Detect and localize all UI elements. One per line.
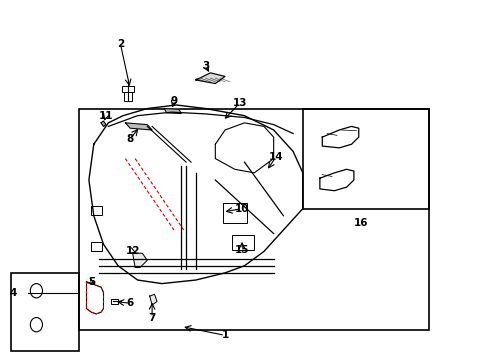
Bar	[302, 109, 428, 208]
Bar	[79, 109, 428, 330]
Bar	[123, 92, 131, 102]
Text: 8: 8	[126, 134, 134, 144]
Bar	[232, 235, 254, 249]
Text: 9: 9	[170, 96, 177, 107]
Text: 7: 7	[148, 312, 156, 323]
Bar	[11, 273, 79, 351]
Text: 10: 10	[234, 203, 249, 213]
Text: 13: 13	[232, 98, 246, 108]
Text: 12: 12	[125, 247, 140, 256]
Text: 15: 15	[234, 245, 249, 255]
Text: 11: 11	[99, 111, 113, 121]
Polygon shape	[101, 121, 106, 126]
Polygon shape	[164, 109, 181, 113]
Bar	[222, 203, 246, 223]
Text: 5: 5	[87, 277, 95, 287]
Text: 16: 16	[353, 218, 367, 228]
Bar	[122, 86, 133, 93]
Polygon shape	[132, 253, 147, 267]
Bar	[91, 242, 102, 251]
Text: 4: 4	[10, 288, 17, 297]
Text: 1: 1	[221, 330, 228, 341]
Polygon shape	[149, 294, 157, 305]
Text: 14: 14	[268, 152, 283, 162]
Polygon shape	[196, 73, 224, 84]
Text: 2: 2	[117, 39, 124, 49]
Text: 3: 3	[202, 61, 209, 71]
Polygon shape	[125, 123, 152, 130]
Text: 6: 6	[126, 298, 134, 308]
Bar	[111, 299, 118, 304]
Bar	[91, 206, 102, 215]
